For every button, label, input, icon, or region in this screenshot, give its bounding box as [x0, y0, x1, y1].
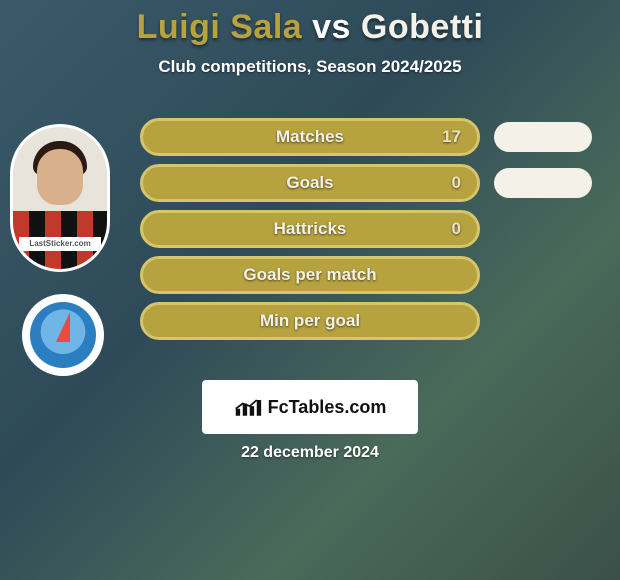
stat-label: Min per goal — [260, 311, 360, 331]
vs-text: vs — [312, 8, 351, 46]
stat-bar: Min per goal — [140, 302, 480, 340]
brand-badge: FcTables.com — [202, 380, 418, 434]
stats-panel: Matches 17 Goals 0 Hattricks 0 Goals per match… — [140, 118, 600, 348]
avatar-column: LastSticker.com — [10, 124, 120, 376]
stat-row: Goals per match — [140, 256, 600, 294]
stat-row: Matches 17 — [140, 118, 600, 156]
stat-bar: Goals 0 — [140, 164, 480, 202]
avatar-head — [37, 149, 83, 205]
stat-label: Goals per match — [243, 265, 376, 285]
brand-text: FcTables.com — [268, 397, 387, 418]
footer-date: 22 december 2024 — [0, 444, 620, 462]
stat-bar: Matches 17 — [140, 118, 480, 156]
bar-chart-icon — [234, 395, 262, 419]
stat-value: 0 — [452, 219, 461, 239]
stat-label: Hattricks — [274, 219, 347, 239]
page-title: Luigi Sala vs Gobetti — [0, 0, 620, 47]
opponent-pill — [494, 122, 592, 152]
subtitle: Club competitions, Season 2024/2025 — [0, 57, 620, 77]
opponent-pill — [494, 168, 592, 198]
stat-row: Min per goal — [140, 302, 600, 340]
stat-row: Hattricks 0 — [140, 210, 600, 248]
stat-bar: Goals per match — [140, 256, 480, 294]
badge-sail-icon — [56, 312, 70, 342]
club-badge — [22, 294, 104, 376]
avatar-source-tag: LastSticker.com — [19, 237, 101, 251]
player1-avatar: LastSticker.com — [10, 124, 110, 272]
stat-row: Goals 0 — [140, 164, 600, 202]
stat-value: 0 — [452, 173, 461, 193]
stat-bar: Hattricks 0 — [140, 210, 480, 248]
stat-label: Goals — [286, 173, 333, 193]
stat-value: 17 — [442, 127, 461, 147]
player1-name: Luigi Sala — [137, 8, 303, 46]
comparison-card: Luigi Sala vs Gobetti Club competitions,… — [0, 0, 620, 580]
player2-name: Gobetti — [361, 8, 483, 46]
stat-label: Matches — [276, 127, 344, 147]
